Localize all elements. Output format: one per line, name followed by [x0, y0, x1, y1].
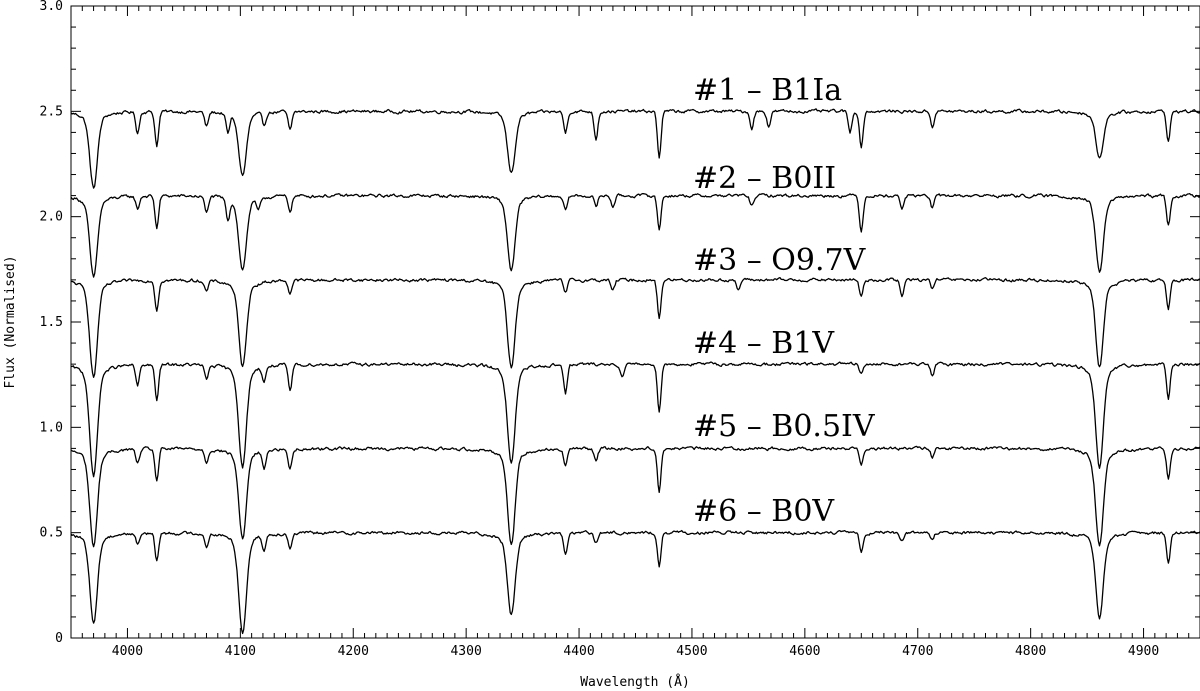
- x-tick-label: 4200: [338, 644, 369, 659]
- x-tick-label: 4600: [789, 644, 820, 659]
- series-label: #3 – O9.7V: [693, 243, 867, 278]
- y-tick-label: 0.5: [40, 526, 63, 541]
- y-tick-label: 1.0: [40, 420, 63, 435]
- series-label: #4 – B1V: [693, 326, 835, 361]
- x-tick-label: 4400: [563, 644, 594, 659]
- y-tick-label: 3.0: [40, 0, 63, 14]
- x-tick-label: 4900: [1128, 644, 1159, 659]
- y-tick-label: 2.0: [40, 210, 63, 225]
- y-axis-ticks: 0 0.5 1.0 1.5 2.0 2.5 3.0: [40, 0, 1200, 646]
- spectrum-line: [70, 445, 1200, 548]
- spectrum-line: [70, 108, 1200, 189]
- spectrum-line: [70, 529, 1200, 635]
- x-tick-label: 4700: [902, 644, 933, 659]
- x-axis-ticks: 4000 4100 4200 4300 4400 4500 4600 4700 4800 4900: [70, 6, 1200, 659]
- series-label: #1 – B1Ia: [693, 73, 842, 108]
- y-tick-label: 0: [55, 631, 63, 646]
- y-tick-label: 2.5: [40, 104, 63, 119]
- series-label: #5 – B0.5IV: [693, 409, 876, 444]
- x-tick-label: 4800: [1015, 644, 1046, 659]
- spectrum-line: [70, 361, 1200, 478]
- spectrum-line: [70, 193, 1200, 278]
- series-label: #6 – B0V: [693, 494, 835, 529]
- x-tick-label: 4500: [676, 644, 707, 659]
- plot-frame: [70, 5, 1200, 639]
- series-labels: #1 – B1Ia #2 – B0II #3 – O9.7V #4 – B1V #5 –…: [693, 73, 876, 529]
- spectra-series: [70, 108, 1200, 635]
- y-axis-label: Flux (Normalised): [3, 255, 18, 388]
- x-tick-label: 4100: [225, 644, 256, 659]
- spectrum-line: [70, 276, 1200, 378]
- x-axis-label: Wavelength (Å): [580, 674, 690, 690]
- x-tick-label: 4300: [450, 644, 481, 659]
- series-label: #2 – B0II: [693, 161, 836, 196]
- y-tick-label: 1.5: [40, 315, 63, 330]
- x-tick-label: 4000: [112, 644, 143, 659]
